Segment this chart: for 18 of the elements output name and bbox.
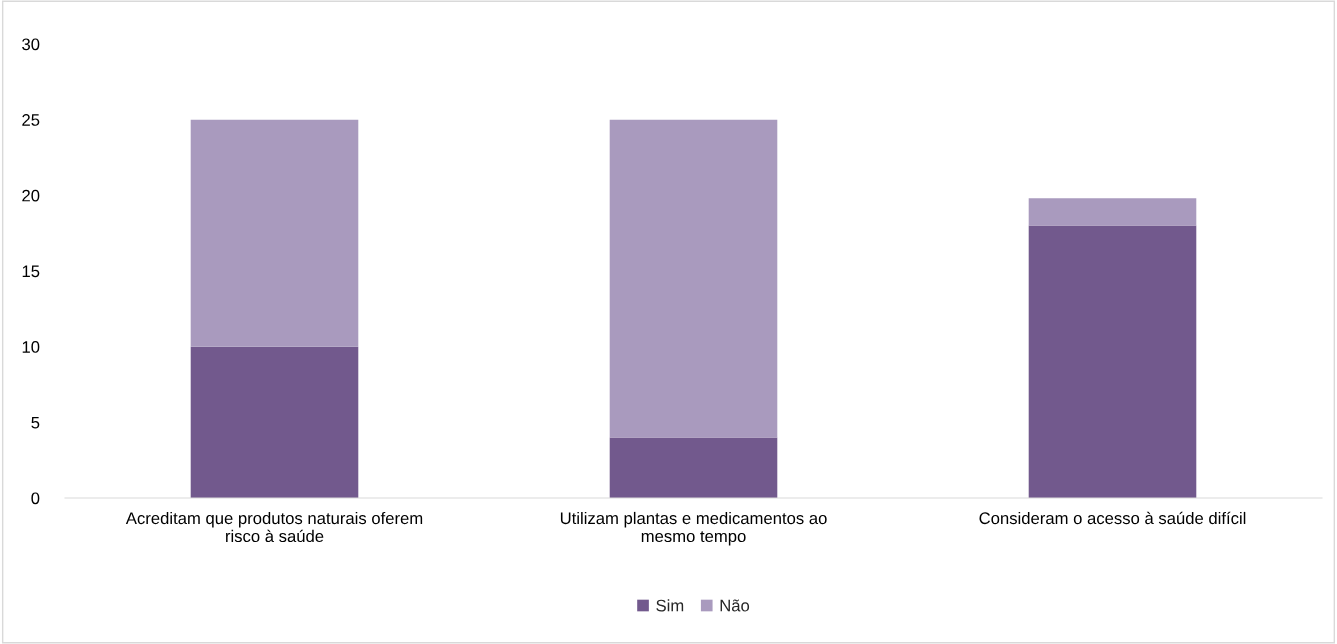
- y-tick-label: 10: [22, 341, 40, 353]
- bar: [190, 346, 359, 498]
- y-tick-label: 20: [22, 189, 40, 202]
- y-tick-label: 5: [31, 416, 40, 429]
- bar: [609, 437, 778, 498]
- y-tick-label: 15: [22, 265, 40, 278]
- y-tick-label: 25: [22, 114, 40, 126]
- bar: [1028, 225, 1197, 498]
- x-tick-label: Consideram o acesso à saúde difícil: [979, 511, 1246, 525]
- bar: [1028, 198, 1197, 226]
- legend-label: Sim: [656, 599, 684, 612]
- y-tick-label: 0: [31, 492, 40, 505]
- x-tick-label: Acreditam que produtos naturais oferem risco à saúde: [125, 511, 423, 543]
- bar: [190, 119, 359, 347]
- legend-label: Não: [720, 599, 750, 612]
- y-tick-label: 30: [22, 38, 40, 51]
- bar: [609, 119, 778, 438]
- x-tick-label: Utilizam plantas e medicamentos ao mesmo tempo: [560, 511, 827, 546]
